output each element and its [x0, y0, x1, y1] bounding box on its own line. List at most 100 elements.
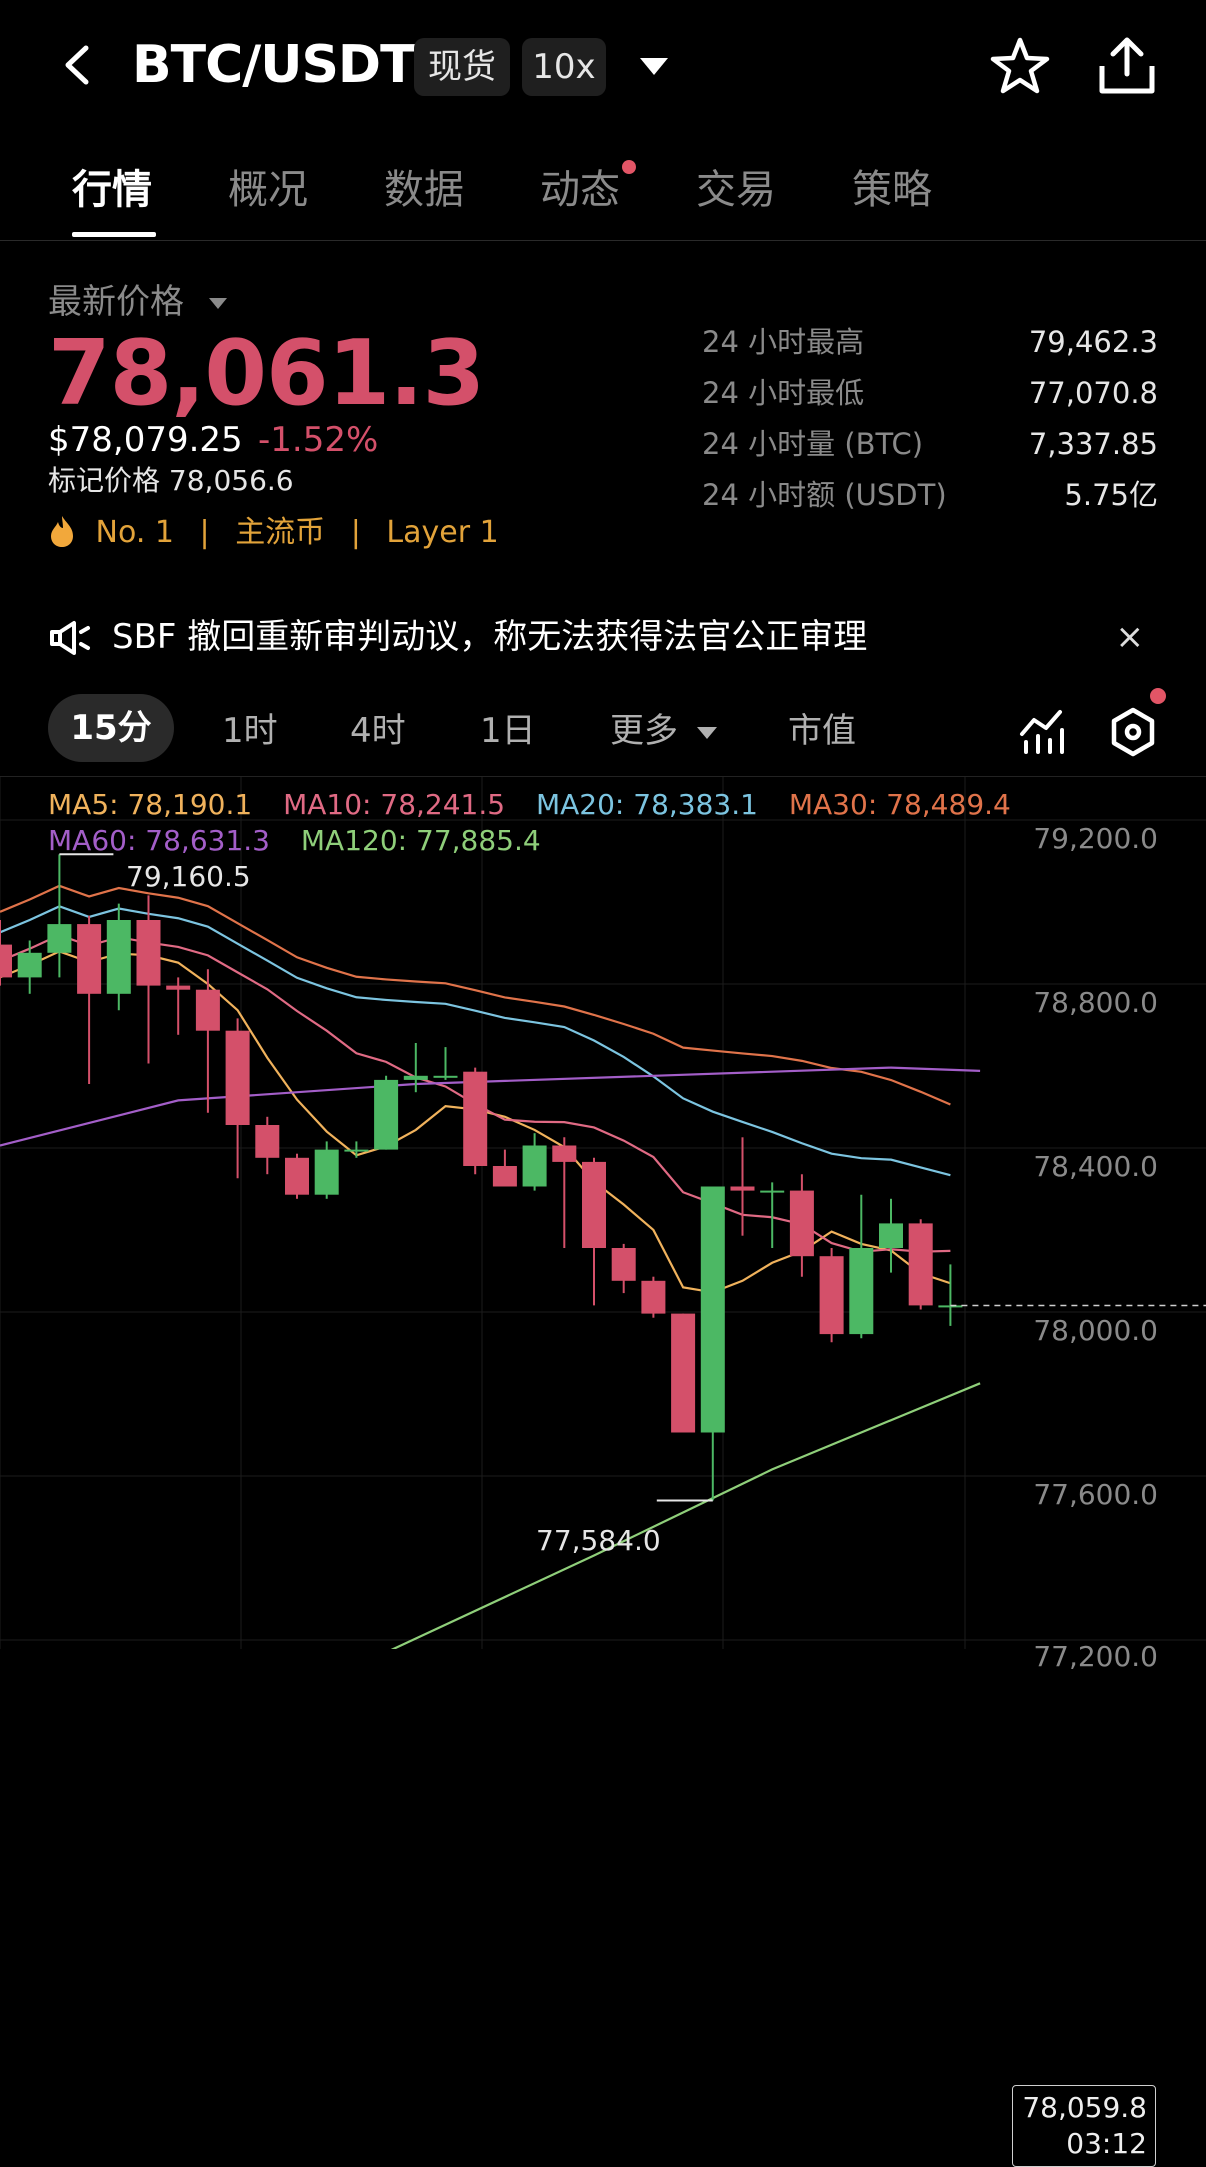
- interval-more[interactable]: 更多: [610, 700, 717, 762]
- tab-strategy[interactable]: 策略: [852, 167, 932, 213]
- rank-tag[interactable]: No. 1: [95, 515, 174, 550]
- candle-body: [611, 1248, 636, 1281]
- current-price-box[interactable]: 78,059.8 03:12: [1012, 2085, 1156, 2167]
- candle-body: [225, 1030, 250, 1125]
- stat-value-low: 77,070.8: [1028, 376, 1158, 410]
- high-marker-label: 79,160.5: [126, 860, 251, 893]
- tab-trade[interactable]: 交易: [696, 167, 776, 213]
- candle-body: [77, 924, 102, 994]
- low-marker-label: 77,584.0: [536, 1524, 661, 1557]
- chevron-down-icon: [208, 298, 227, 309]
- ma120-value: 77,885.4: [416, 824, 541, 857]
- ma20-line: [0, 905, 951, 1177]
- ma120-line: [390, 1382, 981, 1649]
- settings-icon[interactable]: [1108, 706, 1158, 758]
- tab-news[interactable]: 动态: [540, 167, 620, 213]
- notification-dot: [622, 160, 636, 174]
- interval-1h[interactable]: 1时: [222, 711, 278, 751]
- tab-bar: 行情 概况 数据 动态 交易 策略: [0, 140, 1206, 241]
- share-icon[interactable]: [1096, 36, 1158, 96]
- candle-body: [582, 1161, 606, 1248]
- candle-body: [47, 924, 72, 953]
- candle-body: [255, 1125, 280, 1158]
- candle-body: [819, 1256, 844, 1335]
- ma60-legend: MA60: 78,631.3: [48, 824, 270, 857]
- active-tab-indicator: [72, 232, 156, 237]
- stat-label-low: 24 小时最低: [702, 376, 865, 410]
- leverage-tag[interactable]: 10x: [522, 38, 606, 96]
- candle-body: [463, 1071, 488, 1166]
- latest-price-label[interactable]: 最新价格: [48, 280, 227, 324]
- candle-body: [136, 920, 161, 986]
- interval-15m[interactable]: 15分: [48, 694, 174, 762]
- ma5-value: 78,190.1: [127, 788, 253, 821]
- candle-body: [374, 1079, 399, 1150]
- candle-body: [849, 1248, 874, 1335]
- layer-tag[interactable]: Layer 1: [386, 515, 499, 550]
- stat-value-volume: 7,337.85: [1028, 427, 1158, 461]
- ma30-name: MA30: [788, 788, 868, 821]
- y-tick-label: 79,200.0: [1033, 822, 1158, 855]
- news-text[interactable]: SBF 撤回重新审判动议，称无法获得法官公正审理: [112, 617, 868, 657]
- interval-4h[interactable]: 4时: [350, 711, 406, 751]
- mark-price-label: 标记价格: [48, 464, 161, 497]
- ma30-line: [0, 884, 951, 1106]
- candle-body: [938, 1305, 963, 1308]
- interval-bar: 15分 1时 4时 1日 更多 市值: [0, 688, 1206, 780]
- star-icon[interactable]: [990, 36, 1050, 96]
- ma-legend-row-2: MA60: 78,631.3 MA120: 77,885.4: [48, 823, 541, 859]
- close-icon[interactable]: ×: [1115, 617, 1145, 657]
- indicator-icon[interactable]: [1018, 708, 1066, 756]
- candle-body: [17, 952, 42, 978]
- ma5-name: MA5: [48, 788, 110, 821]
- ma120-legend: MA120: 77,885.4: [300, 824, 541, 857]
- candle-body: [879, 1223, 903, 1248]
- back-icon[interactable]: [58, 40, 98, 90]
- tab-data[interactable]: 数据: [384, 167, 464, 213]
- tab-market[interactable]: 行情: [72, 167, 152, 213]
- interval-market-cap[interactable]: 市值: [788, 711, 856, 751]
- usd-price: $78,079.25: [48, 420, 243, 460]
- stat-label-turnover: 24 小时额 (USDT): [702, 478, 947, 512]
- interval-more-label: 更多: [610, 711, 678, 751]
- ma60-line: [0, 1066, 981, 1147]
- candle-body: [760, 1190, 785, 1193]
- candle-body: [700, 1186, 725, 1433]
- candle-body: [730, 1186, 755, 1191]
- tag-divider: |: [199, 515, 210, 550]
- latest-price-label-text: 最新价格: [48, 282, 184, 322]
- candle-body: [285, 1157, 309, 1195]
- settings-notification-dot: [1150, 688, 1166, 704]
- candle-body: [195, 989, 220, 1031]
- stat-value-turnover: 5.75亿: [1064, 478, 1158, 512]
- stat-label-volume: 24 小时量 (BTC): [702, 427, 924, 461]
- news-banner[interactable]: SBF 撤回重新审判动议，称无法获得法官公正审理 ×: [48, 612, 1158, 662]
- ma20-value: 78,383.1: [633, 788, 758, 821]
- countdown-timer: 03:12: [1066, 2127, 1147, 2160]
- current-price-value: 78,059.8: [1022, 2091, 1147, 2124]
- candle-body: [492, 1166, 517, 1187]
- y-tick-label: 77,600.0: [1033, 1478, 1158, 1511]
- market-tag: 现货: [414, 38, 510, 96]
- candle-body: [0, 944, 12, 978]
- ma10-value: 78,241.5: [380, 788, 506, 821]
- ma5-legend: MA5: 78,190.1: [48, 788, 253, 821]
- interval-1d[interactable]: 1日: [480, 711, 536, 751]
- candle-body: [552, 1145, 577, 1162]
- category-tag[interactable]: 主流币: [235, 515, 326, 550]
- flame-icon: [51, 516, 73, 547]
- candle-body: [671, 1313, 696, 1433]
- y-tick-label: 78,400.0: [1033, 1150, 1158, 1183]
- ma20-legend: MA20: 78,383.1: [535, 788, 758, 821]
- candle-body: [641, 1280, 666, 1314]
- tab-overview[interactable]: 概况: [228, 167, 308, 213]
- ma30-value: 78,489.4: [886, 788, 1011, 821]
- mark-price-value: 78,056.6: [168, 464, 294, 497]
- tag-divider: |: [350, 515, 361, 550]
- dropdown-caret-icon[interactable]: [640, 58, 668, 75]
- pair-title[interactable]: BTC/USDT: [132, 35, 416, 95]
- chart-canvas: [0, 777, 1206, 1649]
- ma10-name: MA10: [283, 788, 363, 821]
- candle-body: [522, 1145, 547, 1187]
- kline-chart[interactable]: MA5: 78,190.1 MA10: 78,241.5 MA20: 78,38…: [0, 776, 1206, 2167]
